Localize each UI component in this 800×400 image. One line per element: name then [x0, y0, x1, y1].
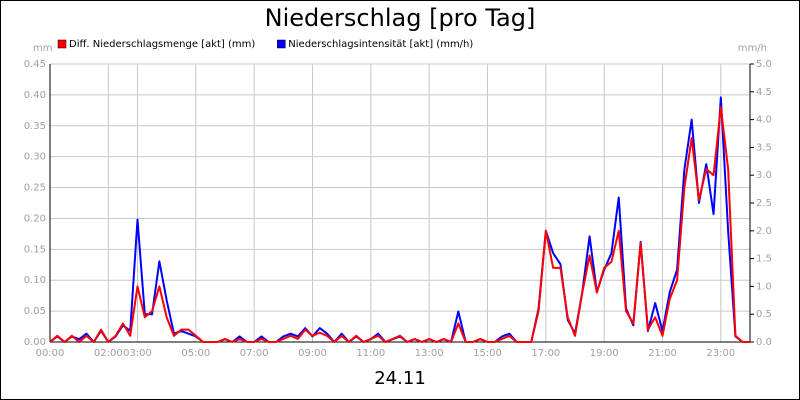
y2-tick-label: 4.0 — [756, 115, 772, 126]
legend-swatch — [57, 39, 67, 49]
y2-tick-label: 0.5 — [756, 309, 772, 320]
x-tick-label: 23:00 — [706, 348, 735, 359]
legend-label: Niederschlagsintensität [akt] (mm/h) — [288, 39, 473, 50]
x-tick-label: 09:00 — [298, 348, 327, 359]
y-tick-label: 0.30 — [24, 152, 46, 163]
x-tick-label: 02:00 — [94, 348, 123, 359]
x-tick-label: 11:00 — [356, 348, 385, 359]
y-tick-label: 0.25 — [24, 183, 46, 194]
y2-tick-label: 2.0 — [756, 226, 772, 237]
y2-tick-label: 1.0 — [756, 281, 772, 292]
y-tick-label: 0.00 — [24, 337, 46, 348]
y-tick-label: 0.45 — [24, 59, 46, 70]
y-tick-label: 0.20 — [24, 213, 46, 224]
y2-tick-label: 0.0 — [756, 337, 772, 348]
legend-swatch — [277, 39, 286, 49]
y-axis-label: mm — [33, 43, 52, 54]
y-tick-label: 0.35 — [24, 121, 46, 132]
y-tick-label: 0.15 — [24, 244, 46, 255]
y2-tick-label: 1.5 — [756, 254, 772, 265]
x-tick-label: 07:00 — [240, 348, 269, 359]
x-axis-label: 24.11 — [374, 368, 426, 389]
x-tick-label: 03:00 — [123, 348, 152, 359]
legend-label: Diff. Niederschlagsmenge [akt] (mm) — [69, 39, 255, 50]
x-tick-label: 17:00 — [531, 348, 560, 359]
y2-axis-label: mm/h — [738, 43, 767, 54]
y2-tick-label: 2.5 — [756, 198, 772, 209]
y-tick-label: 0.40 — [24, 90, 46, 101]
y2-tick-label: 3.0 — [756, 170, 772, 181]
y2-tick-label: 5.0 — [756, 59, 772, 70]
chart-title: Niederschlag [pro Tag] — [265, 4, 536, 32]
y-tick-label: 0.05 — [24, 306, 46, 317]
x-tick-label: 00:00 — [36, 348, 65, 359]
series-line — [49, 106, 750, 343]
x-tick-label: 13:00 — [415, 348, 444, 359]
y2-tick-label: 3.5 — [756, 142, 772, 153]
x-tick-label: 15:00 — [473, 348, 502, 359]
y2-tick-label: 4.5 — [756, 87, 772, 98]
x-tick-label: 21:00 — [648, 348, 677, 359]
y-tick-label: 0.10 — [24, 275, 46, 286]
x-tick-label: 19:00 — [590, 348, 619, 359]
x-tick-label: 05:00 — [181, 348, 210, 359]
